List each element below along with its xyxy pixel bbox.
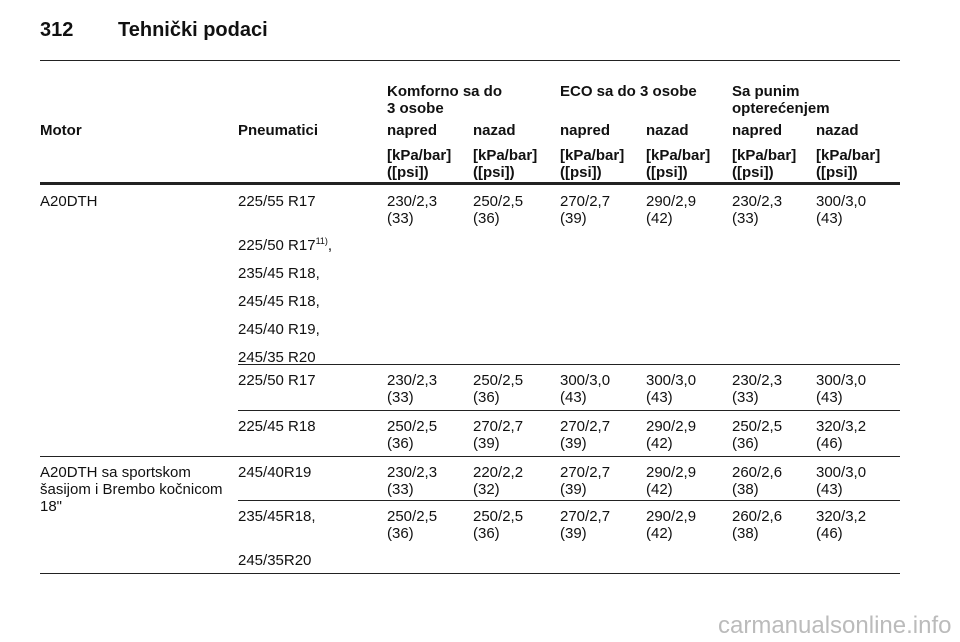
unit-header: [kPa/bar] ([psi]) [387,147,452,181]
pressure: 300/3,0 (43) [560,372,611,406]
tire: 235/45R18, [238,508,316,525]
tire-text: 245/35R20 [238,552,312,569]
column-header: nazad [473,122,516,139]
pressure: 250/2,5 (36) [473,193,524,227]
pressure: 260/2,6 (38) [732,508,783,542]
tire: 225/50 R1711), [238,236,333,255]
tire: 245/35 R20 [238,349,316,366]
pressure: 230/2,3 (33) [732,193,783,227]
tire: 245/40R19 [238,464,311,481]
pressure: 300/3,0 (43) [816,372,867,406]
pressure: 300/3,0 (43) [816,464,867,498]
tire-text: 245/40R19 [238,464,312,481]
motor: A20DTH [40,193,98,210]
row-rule [238,500,900,501]
motor: A20DTH sa sportskom šasijom i Brembo koč… [40,464,223,515]
pressure: 270/2,7 (39) [560,464,611,498]
pressure: 230/2,3 (33) [732,372,783,406]
tire-text: 225/45 R18 [238,418,316,435]
group-header: ECO sa do 3 osobe [560,83,697,100]
tire-text: 225/50 R17 [238,237,316,254]
unit-header: [kPa/bar] ([psi]) [473,147,538,181]
pressure: 230/2,3 (33) [387,464,438,498]
row-rule [40,182,900,185]
tire-text: 245/35 R20 [238,349,316,366]
pressure: 250/2,5 (36) [473,508,524,542]
rule [40,60,900,61]
footnote-ref: 11) [315,236,328,246]
column-header: napred [732,122,783,139]
pressure: 250/2,5 (36) [473,372,524,406]
tire: 235/45 R18, [238,265,320,282]
row-rule [238,364,900,365]
pressure: 270/2,7 (39) [560,418,611,452]
pressure: 230/2,3 (33) [387,372,438,406]
page-number: 312 [40,19,74,41]
row-rule [238,410,900,411]
pressure: 260/2,6 (38) [732,464,783,498]
pressure: 290/2,9 (42) [646,464,697,498]
tire-text: 225/50 R17 [238,372,316,389]
column-header: nazad [816,122,859,139]
tire-text: , [327,237,333,254]
tire: 245/40 R19, [238,321,320,338]
row-rule [40,573,900,574]
column-header: Motor [40,122,82,139]
pressure: 220/2,2 (32) [473,464,524,498]
pressure: 250/2,5 (36) [387,418,438,452]
pressure: 290/2,9 (42) [646,418,697,452]
tire-text: 225/55 R17 [238,193,316,210]
tire: 225/55 R17 [238,193,316,210]
column-header: napred [387,122,438,139]
pressure: 230/2,3 (33) [387,193,438,227]
tire-text: 235/45 R18, [238,265,320,282]
pressure: 250/2,5 (36) [732,418,783,452]
pressure: 290/2,9 (42) [646,193,697,227]
tire: 245/35R20 [238,552,311,569]
pressure: 270/2,7 (39) [560,193,611,227]
unit-header: [kPa/bar] ([psi]) [816,147,881,181]
group-header: Sa punim opterećenjem [732,83,830,117]
column-header: napred [560,122,611,139]
column-header: Pneumatici [238,122,319,139]
unit-header: [kPa/bar] ([psi]) [560,147,625,181]
unit-header: [kPa/bar] ([psi]) [732,147,797,181]
pressure: 270/2,7 (39) [473,418,524,452]
tire: 245/45 R18, [238,293,320,310]
pressure: 320/3,2 (46) [816,508,867,542]
tire: 225/50 R17 [238,372,316,389]
tire: 225/45 R18 [238,418,316,435]
pressure: 270/2,7 (39) [560,508,611,542]
row-rule [40,456,900,457]
pressure: 300/3,0 (43) [816,193,867,227]
pressure: 250/2,5 (36) [387,508,438,542]
tire-text: 235/45R18, [238,508,316,525]
column-header: nazad [646,122,689,139]
pressure: 300/3,0 (43) [646,372,697,406]
pressure: 320/3,2 (46) [816,418,867,452]
pressure: 290/2,9 (42) [646,508,697,542]
tire-text: 245/45 R18, [238,293,320,310]
group-header: Komforno sa do 3 osobe [387,83,502,117]
unit-header: [kPa/bar] ([psi]) [646,147,711,181]
tire-text: 245/40 R19, [238,321,320,338]
page-title: Tehnički podaci [118,19,268,41]
watermark: carmanualsonline.info [718,612,952,639]
